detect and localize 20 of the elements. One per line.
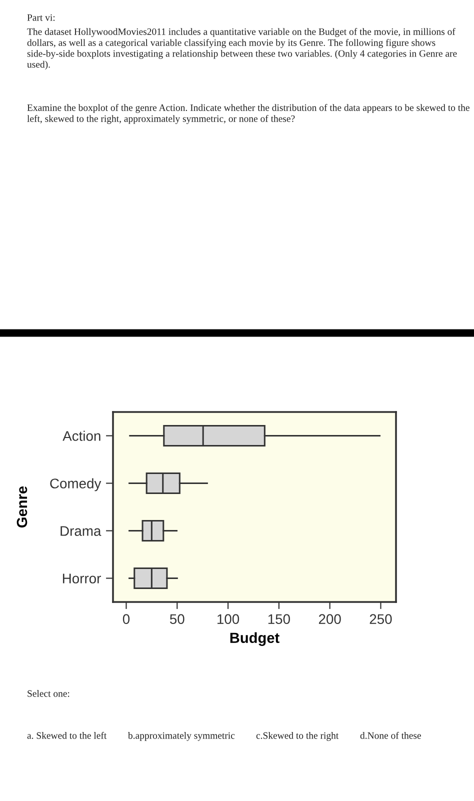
x-tick-label: 200 [318,614,341,624]
y-axis-title: Genre [16,486,28,528]
y-tick-label: Horror [62,574,101,584]
x-tick-label: 100 [218,614,240,624]
text: Select one: [28,690,70,697]
text: c.Skewed to the right [256,732,339,741]
y-tick-label: Drama [60,526,102,536]
x-tick-label: 50 [170,614,184,624]
y-tick-label: Comedy [50,478,102,492]
text: Part vi: [27,14,55,21]
text: d.None of these [360,732,421,739]
y-tick-label: Action [62,430,100,441]
text: b.approximately symmetric [128,732,235,741]
text: a. Skewed to the left [27,732,107,739]
text: Examine the boxplot of the genre Action. Indicate whether the distribution of the data appears to be skewed to the left, skewed to the right, approximately symmetric, or none of these? [27,104,470,124]
x-tick-label: 150 [268,614,290,624]
x-tick-label: 250 [370,614,392,624]
x-tick-label: 0 [122,614,130,624]
text: The dataset HollywoodMovies2011 includes a quantitative variable on the Budget of the movie, in millions of dollars, as well as a categorical variable classifying each movie by its Genre. The following figure shows side-by-side boxplots investigating a relationship between these two variables. (Only 4 categories in Genre are used). [27,28,457,70]
x-axis-title: Budget [230,632,280,646]
